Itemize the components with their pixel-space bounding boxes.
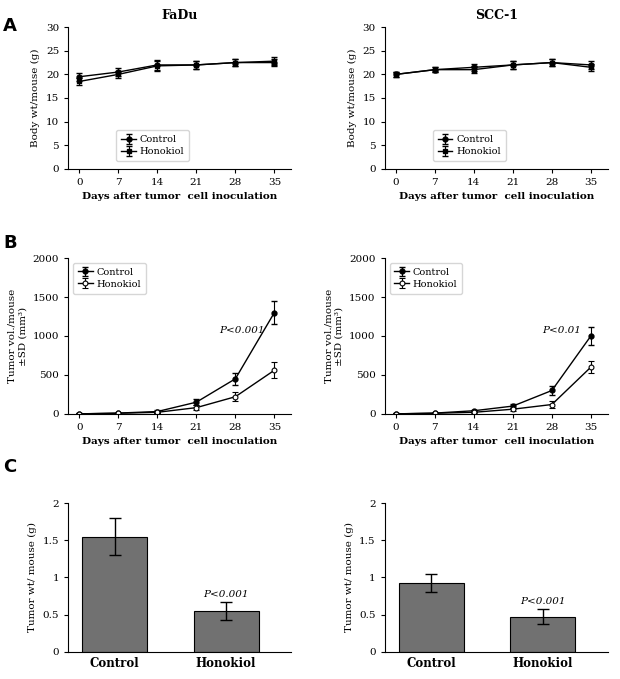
Y-axis label: Body wt/mouse (g): Body wt/mouse (g) [348,49,357,147]
Bar [82,536,147,652]
Text: C: C [3,458,16,477]
X-axis label: Days after tumor  cell inoculation: Days after tumor cell inoculation [399,437,594,447]
Y-axis label: Tumor vol./mouse
±SD (mm³): Tumor vol./mouse ±SD (mm³) [7,289,27,383]
Bar [193,611,259,652]
Title: FaDu: FaDu [161,9,198,22]
Title: SCC-1: SCC-1 [475,9,518,22]
Y-axis label: Body wt/mouse (g): Body wt/mouse (g) [31,49,40,147]
Y-axis label: Tumor wt/ mouse (g): Tumor wt/ mouse (g) [28,522,37,632]
Y-axis label: Tumor wt/ mouse (g): Tumor wt/ mouse (g) [345,522,353,632]
Text: A: A [3,17,17,35]
X-axis label: Days after tumor  cell inoculation: Days after tumor cell inoculation [82,437,277,447]
Legend: Control, Honokiol: Control, Honokiol [433,130,506,161]
Text: B: B [3,234,17,253]
Bar [510,617,575,652]
Legend: Control, Honokiol: Control, Honokiol [73,263,146,293]
Text: P<0.01: P<0.01 [542,326,581,335]
X-axis label: Days after tumor  cell inoculation: Days after tumor cell inoculation [82,192,277,202]
Text: P<0.001: P<0.001 [219,326,264,335]
X-axis label: Days after tumor  cell inoculation: Days after tumor cell inoculation [399,192,594,202]
Legend: Control, Honokiol: Control, Honokiol [117,130,189,161]
Y-axis label: Tumor vol./mouse
±SD (mm³): Tumor vol./mouse ±SD (mm³) [324,289,343,383]
Text: P<0.001: P<0.001 [203,590,249,599]
Text: P<0.001: P<0.001 [520,598,565,606]
Legend: Control, Honokiol: Control, Honokiol [389,263,463,293]
Bar [399,583,464,652]
